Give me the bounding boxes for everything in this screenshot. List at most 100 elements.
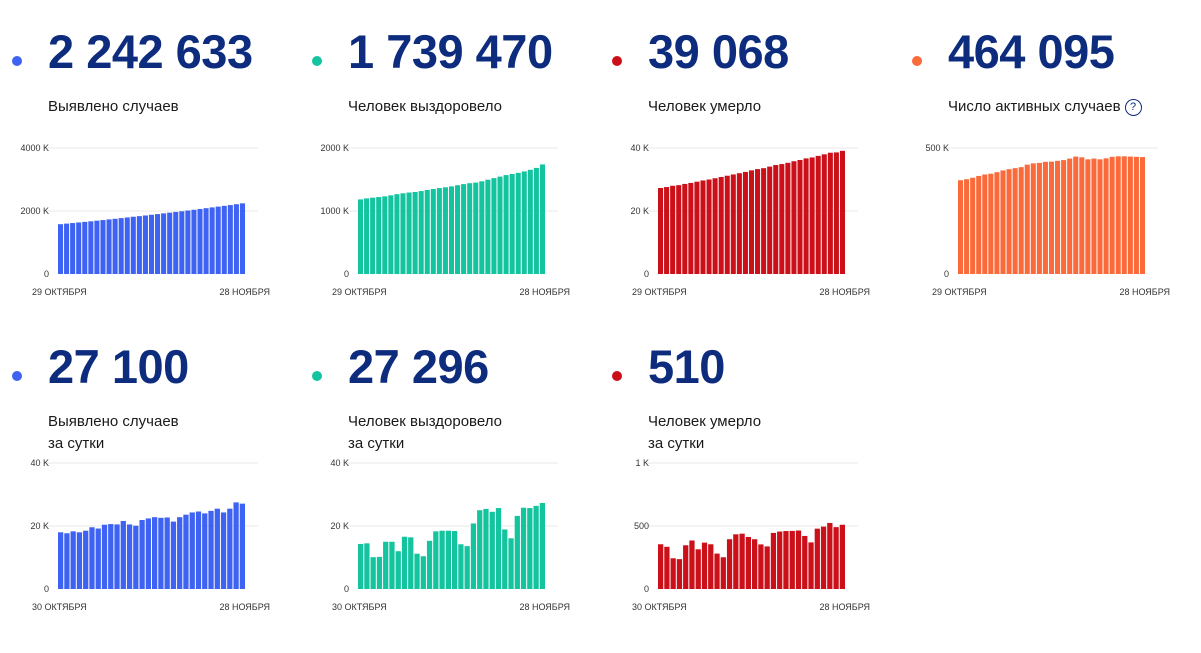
bar[interactable] xyxy=(976,175,982,274)
bar[interactable] xyxy=(791,161,797,274)
bar[interactable] xyxy=(489,511,495,589)
bar[interactable] xyxy=(358,199,364,274)
bar[interactable] xyxy=(1139,157,1145,274)
bar[interactable] xyxy=(227,508,233,589)
bar[interactable] xyxy=(376,197,382,274)
bar[interactable] xyxy=(821,154,827,274)
bar[interactable] xyxy=(426,540,433,590)
bar[interactable] xyxy=(777,531,783,589)
bar[interactable] xyxy=(473,182,479,274)
bar[interactable] xyxy=(1127,156,1133,274)
bar[interactable] xyxy=(745,536,751,589)
bar[interactable] xyxy=(833,527,839,589)
bar[interactable] xyxy=(761,168,767,274)
bar[interactable] xyxy=(120,520,126,589)
bar[interactable] xyxy=(700,180,706,274)
bar[interactable] xyxy=(209,207,215,274)
bar[interactable] xyxy=(1109,156,1115,274)
bar[interactable] xyxy=(100,220,106,274)
bar[interactable] xyxy=(464,546,470,589)
bar[interactable] xyxy=(695,549,701,589)
bar[interactable] xyxy=(497,176,503,274)
bar[interactable] xyxy=(1061,160,1067,274)
bar[interactable] xyxy=(364,198,370,274)
bar[interactable] xyxy=(479,181,485,274)
bar[interactable] xyxy=(101,524,108,589)
bar[interactable] xyxy=(370,197,376,274)
bar[interactable] xyxy=(185,210,191,274)
bar[interactable] xyxy=(514,515,520,589)
bar[interactable] xyxy=(483,508,489,589)
bar[interactable] xyxy=(491,178,497,274)
bar[interactable] xyxy=(442,187,448,274)
bar[interactable] xyxy=(508,538,514,589)
bar[interactable] xyxy=(70,223,76,274)
bar[interactable] xyxy=(1121,156,1127,274)
bar[interactable] xyxy=(114,524,120,589)
bar[interactable] xyxy=(712,178,718,274)
bar[interactable] xyxy=(527,169,533,274)
bar[interactable] xyxy=(658,544,664,589)
bar[interactable] xyxy=(539,503,545,589)
bar[interactable] xyxy=(1085,159,1091,274)
bar[interactable] xyxy=(133,525,139,590)
bar[interactable] xyxy=(803,158,809,274)
bar[interactable] xyxy=(214,508,220,589)
bar[interactable] xyxy=(197,208,203,274)
bar[interactable] xyxy=(364,543,370,589)
bar[interactable] xyxy=(982,174,988,274)
bar[interactable] xyxy=(520,507,527,589)
bar[interactable] xyxy=(158,517,164,589)
bar[interactable] xyxy=(1115,156,1121,274)
bar[interactable] xyxy=(383,541,389,589)
bar[interactable] xyxy=(770,532,777,589)
bar[interactable] xyxy=(748,170,755,274)
bar[interactable] xyxy=(1097,159,1103,274)
bar[interactable] xyxy=(108,524,114,589)
bar[interactable] xyxy=(764,546,770,589)
bar[interactable] xyxy=(730,174,736,274)
bar[interactable] xyxy=(714,553,720,589)
bar[interactable] xyxy=(1018,167,1024,274)
bar[interactable] xyxy=(130,216,136,274)
bar[interactable] xyxy=(664,187,670,274)
bar[interactable] xyxy=(155,214,161,274)
bar[interactable] xyxy=(670,185,676,274)
bar[interactable] xyxy=(189,512,195,589)
bar[interactable] xyxy=(136,216,142,274)
bar[interactable] xyxy=(358,543,364,589)
bar[interactable] xyxy=(452,531,458,589)
bar[interactable] xyxy=(495,508,502,589)
bar[interactable] xyxy=(467,183,473,274)
bar[interactable] xyxy=(1030,163,1036,274)
bar[interactable] xyxy=(708,544,714,589)
bar[interactable] xyxy=(191,209,197,274)
bar[interactable] xyxy=(509,173,515,274)
bar[interactable] xyxy=(485,179,491,274)
bar[interactable] xyxy=(76,222,82,274)
bar[interactable] xyxy=(88,221,94,274)
bar[interactable] xyxy=(533,167,539,274)
bar[interactable] xyxy=(785,162,791,274)
bar[interactable] xyxy=(461,184,467,274)
bar[interactable] xyxy=(664,546,670,589)
bar[interactable] xyxy=(1036,162,1042,274)
bar[interactable] xyxy=(400,193,406,274)
bar[interactable] xyxy=(470,523,477,589)
bar[interactable] xyxy=(527,508,533,589)
bar[interactable] xyxy=(388,195,394,274)
bar[interactable] xyxy=(202,513,208,589)
bar[interactable] xyxy=(455,185,461,274)
bar[interactable] xyxy=(414,553,420,589)
bar[interactable] xyxy=(758,544,764,589)
bar[interactable] xyxy=(177,517,183,589)
bar[interactable] xyxy=(161,213,167,274)
bar[interactable] xyxy=(839,524,845,589)
bar[interactable] xyxy=(142,215,148,274)
bar[interactable] xyxy=(739,533,745,589)
bar[interactable] xyxy=(689,540,695,589)
bar[interactable] xyxy=(742,171,748,274)
bar[interactable] xyxy=(789,530,795,589)
bar[interactable] xyxy=(395,551,401,589)
bar[interactable] xyxy=(688,182,694,274)
